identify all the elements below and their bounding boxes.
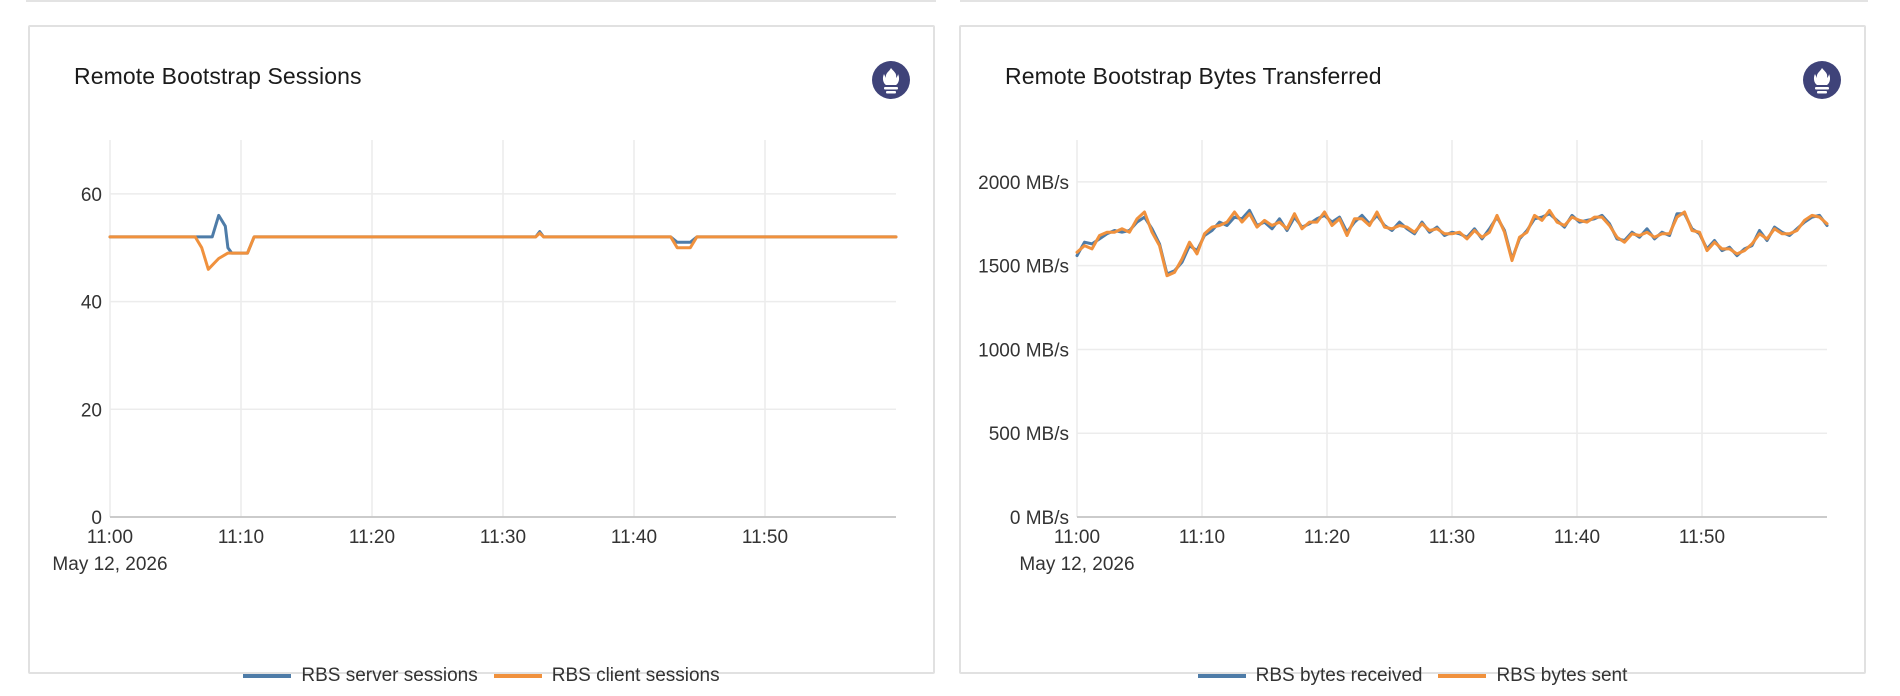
x-tick-label: 11:40 [611, 527, 657, 548]
y-tick-label: 0 [91, 508, 102, 529]
x-tick-label: 11:50 [742, 527, 788, 548]
legend-item-client[interactable]: RBS client sessions [493, 665, 720, 687]
series-line-1 [108, 231, 898, 271]
sessions-chart: 0 20 40 60 11:00 11:10 11:20 11:30 11:40 11:50 May… [52, 140, 898, 575]
chart-legend: RBS server sessions RBS client sessions [30, 665, 933, 687]
x-tick-label: 11:00 [87, 527, 133, 548]
y-tick-label: 1000 MB/s [978, 340, 1069, 361]
x-date-label: May 12, 2026 [1019, 554, 1134, 575]
x-tick-label: 11:00 [1054, 527, 1100, 548]
x-tick-label: 11:50 [1679, 527, 1725, 548]
legend-swatch-client [493, 674, 542, 678]
y-tick-label: 40 [81, 293, 102, 314]
x-tick-label: 11:30 [480, 527, 526, 548]
x-tick-label: 11:20 [1304, 527, 1350, 548]
chart-legend: RBS bytes received RBS bytes sent [961, 665, 1864, 687]
legend-label: RBS bytes sent [1496, 665, 1628, 686]
legend-label: RBS server sessions [301, 665, 478, 686]
x-tick-label: 11:30 [1429, 527, 1475, 548]
panel-title: Remote Bootstrap Bytes Transferred [1005, 63, 1382, 89]
y-tick-label: 60 [81, 185, 102, 206]
x-tick-label: 11:20 [349, 527, 395, 548]
prometheus-icon[interactable] [1803, 61, 1841, 99]
legend-item-received[interactable]: RBS bytes received [1197, 665, 1423, 687]
legend-item-sent[interactable]: RBS bytes sent [1438, 665, 1627, 687]
top-divider-left [26, 0, 936, 2]
series-line-1 [1075, 208, 1829, 278]
panel-remote-bootstrap-sessions: Remote Bootstrap Sessions 0 20 40 60 11:00 11… [28, 25, 935, 686]
legend-swatch-received [1197, 674, 1246, 678]
panel-remote-bootstrap-bytes: Remote Bootstrap Bytes Transferred 0 MB/… [959, 25, 1866, 686]
top-divider-right [960, 0, 1868, 2]
panel-title: Remote Bootstrap Sessions [74, 63, 362, 89]
x-date-label: May 12, 2026 [52, 554, 167, 575]
x-tick-label: 11:10 [218, 527, 264, 548]
y-tick-label: 0 MB/s [1010, 508, 1069, 529]
legend-swatch-server [243, 674, 292, 678]
legend-item-server[interactable]: RBS server sessions [243, 665, 478, 687]
y-tick-label: 500 MB/s [989, 424, 1069, 445]
y-tick-label: 20 [81, 400, 102, 421]
prometheus-icon[interactable] [872, 61, 910, 99]
y-tick-label: 1500 MB/s [978, 257, 1069, 278]
x-tick-label: 11:40 [1554, 527, 1600, 548]
y-tick-label: 2000 MB/s [978, 173, 1069, 194]
legend-label: RBS bytes received [1255, 665, 1423, 686]
legend-swatch-sent [1438, 674, 1487, 678]
x-tick-label: 11:10 [1179, 527, 1225, 548]
bytes-chart: 0 MB/s 500 MB/s 1000 MB/s 1500 MB/s 2000 MB/… [978, 140, 1829, 575]
legend-label: RBS client sessions [551, 665, 720, 686]
